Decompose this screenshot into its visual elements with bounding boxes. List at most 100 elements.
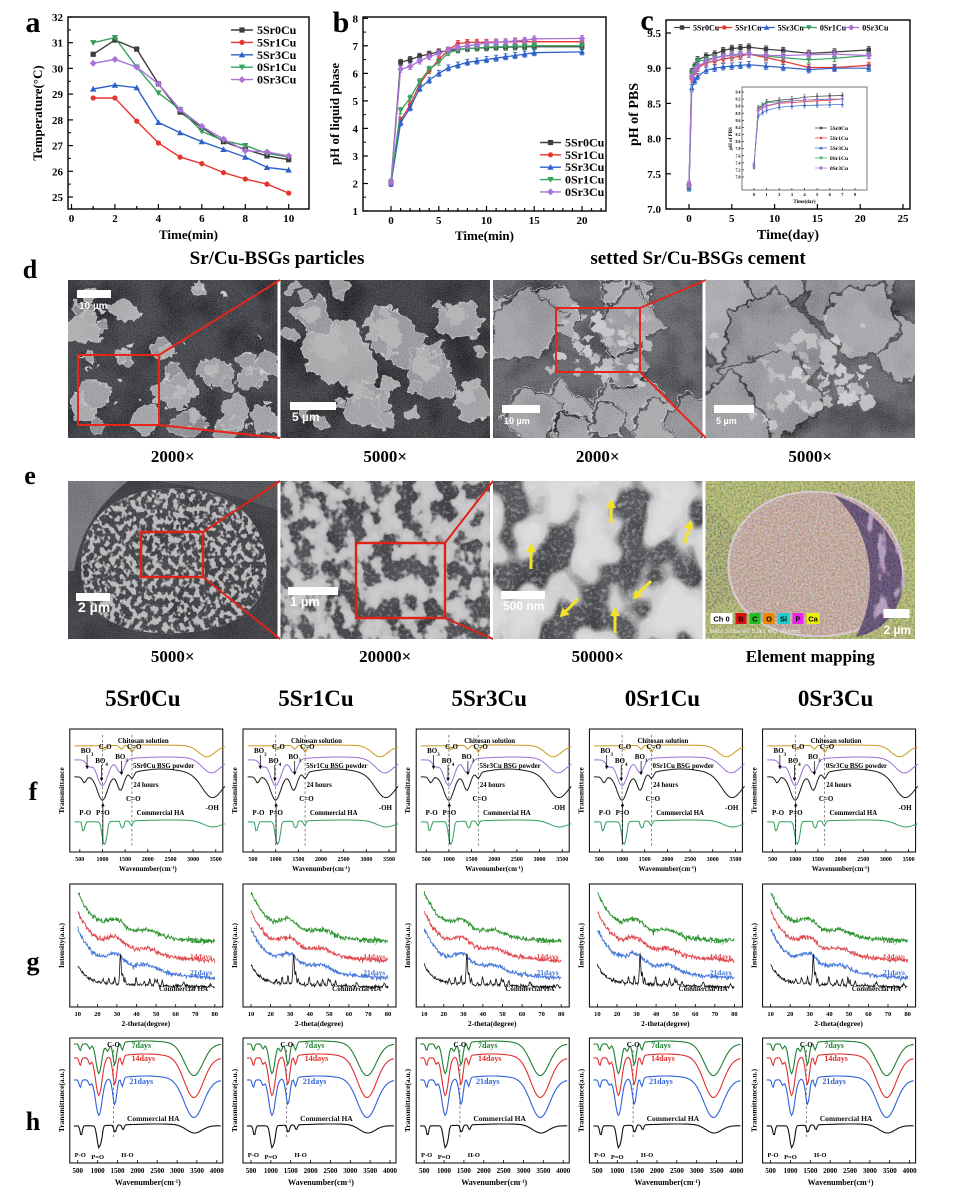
- svg-text:0Sr1Cu: 0Sr1Cu: [830, 156, 848, 162]
- svg-text:1: 1: [766, 192, 769, 197]
- svg-text:8.5: 8.5: [647, 98, 661, 110]
- svg-text:7.0: 7.0: [736, 175, 741, 180]
- svg-text:80: 80: [558, 1011, 565, 1018]
- svg-text:3500: 3500: [210, 857, 222, 863]
- svg-text:Wavenumber(cm-1): Wavenumber(cm-1): [115, 1178, 181, 1187]
- svg-text:3000: 3000: [187, 857, 199, 863]
- svg-text:50: 50: [153, 1011, 160, 1018]
- svg-text:3000: 3000: [170, 1167, 185, 1175]
- svg-text:5Sr3Cu: 5Sr3Cu: [451, 686, 527, 711]
- svg-text:7days: 7days: [710, 936, 728, 945]
- svg-text:21days: 21days: [190, 968, 212, 977]
- svg-text:0Sr3Cu: 0Sr3Cu: [862, 24, 889, 33]
- svg-text:Ca: Ca: [808, 615, 818, 624]
- svg-text:BO3: BO3: [115, 753, 128, 764]
- svg-text:32: 32: [52, 12, 64, 24]
- svg-text:7.2: 7.2: [736, 167, 741, 172]
- svg-text:9.0: 9.0: [736, 104, 741, 109]
- svg-text:0Sr3Cu: 0Sr3Cu: [830, 166, 848, 172]
- svg-text:BO3: BO3: [288, 753, 301, 764]
- svg-text:5Sr3Cu: 5Sr3Cu: [778, 24, 805, 33]
- svg-text:70: 70: [712, 1011, 719, 1018]
- svg-text:2500: 2500: [338, 857, 350, 863]
- svg-text:5000×: 5000×: [363, 447, 407, 466]
- svg-text:24 hours: 24 hours: [826, 782, 851, 789]
- svg-text:1000: 1000: [91, 1167, 106, 1175]
- svg-text:3500: 3500: [710, 1167, 725, 1175]
- svg-text:30: 30: [287, 1011, 294, 1018]
- svg-text:Commercial HA: Commercial HA: [159, 985, 208, 993]
- svg-text:50: 50: [846, 1011, 853, 1018]
- svg-text:20: 20: [787, 1011, 794, 1018]
- svg-text:1 µm: 1 µm: [290, 594, 320, 609]
- svg-text:0Sr1Cu BSG powder: 0Sr1Cu BSG powder: [653, 763, 714, 770]
- svg-text:20: 20: [94, 1011, 101, 1018]
- svg-text:30: 30: [114, 1011, 121, 1018]
- svg-text:3000: 3000: [516, 1167, 531, 1175]
- svg-text:2500: 2500: [164, 857, 176, 863]
- svg-text:2: 2: [778, 192, 781, 197]
- svg-text:Commercial HA: Commercial HA: [300, 1114, 353, 1123]
- svg-text:500: 500: [768, 857, 777, 863]
- svg-text:8.6: 8.6: [736, 118, 741, 123]
- svg-text:Wavenumber(cm-1): Wavenumber(cm-1): [461, 1178, 527, 1187]
- svg-text:Commercial HA: Commercial HA: [127, 1114, 180, 1123]
- svg-text:2000×: 2000×: [151, 447, 195, 466]
- svg-text:P-O: P-O: [252, 809, 265, 817]
- svg-text:P-O: P-O: [421, 1152, 432, 1159]
- svg-text:1500: 1500: [466, 857, 478, 863]
- svg-text:P-O: P-O: [772, 809, 785, 817]
- svg-text:-OH: -OH: [552, 804, 566, 812]
- svg-text:1500: 1500: [639, 857, 651, 863]
- svg-text:5Sr1Cu: 5Sr1Cu: [257, 35, 297, 49]
- svg-text:10: 10: [421, 1011, 428, 1018]
- svg-text:2000: 2000: [823, 1167, 838, 1175]
- svg-text:0Sr3Cu: 0Sr3Cu: [565, 185, 605, 199]
- svg-text:Wavenumber(cm-1): Wavenumber(cm-1): [465, 865, 523, 874]
- svg-text:Wavenumber(cm-1): Wavenumber(cm-1): [119, 865, 177, 874]
- svg-text:e: e: [24, 461, 36, 490]
- svg-text:20: 20: [614, 1011, 621, 1018]
- svg-text:Time(day): Time(day): [757, 228, 819, 243]
- svg-text:C-O: C-O: [107, 1041, 120, 1049]
- svg-text:2-theta(degree): 2-theta(degree): [641, 1019, 690, 1028]
- svg-text:3500: 3500: [536, 1167, 551, 1175]
- svg-text:7days: 7days: [536, 936, 554, 945]
- svg-text:1000: 1000: [437, 1167, 452, 1175]
- svg-text:8: 8: [854, 192, 857, 197]
- svg-text:7: 7: [841, 192, 844, 197]
- svg-text:7days: 7days: [132, 1041, 152, 1050]
- svg-text:20: 20: [267, 1011, 274, 1018]
- svg-text:Transmittance: Transmittance: [230, 767, 239, 814]
- svg-text:7.0: 7.0: [647, 204, 661, 216]
- svg-text:Chitosan solution: Chitosan solution: [811, 738, 862, 745]
- svg-text:5000×: 5000×: [788, 447, 832, 466]
- svg-text:0: 0: [388, 215, 394, 227]
- svg-text:7.5: 7.5: [647, 169, 661, 181]
- svg-text:2000: 2000: [304, 1167, 319, 1175]
- svg-text:Transmittance(a.u.): Transmittance(a.u.): [576, 1068, 585, 1132]
- svg-text:3000: 3000: [343, 1167, 358, 1175]
- svg-text:2000: 2000: [142, 857, 154, 863]
- svg-text:5: 5: [353, 96, 359, 108]
- svg-text:60: 60: [692, 1011, 699, 1018]
- svg-text:2500: 2500: [150, 1167, 165, 1175]
- svg-text:P=O: P=O: [264, 1154, 277, 1161]
- svg-text:20: 20: [441, 1011, 448, 1018]
- svg-text:0Sr1Cu: 0Sr1Cu: [625, 686, 701, 711]
- svg-text:0Sr3Cu: 0Sr3Cu: [257, 73, 297, 87]
- svg-text:0: 0: [686, 213, 692, 225]
- svg-text:Commercial HA: Commercial HA: [137, 810, 185, 817]
- svg-text:3: 3: [791, 192, 794, 197]
- svg-text:30: 30: [806, 1011, 813, 1018]
- svg-text:BO3: BO3: [81, 747, 94, 758]
- svg-text:24 hours: 24 hours: [307, 782, 332, 789]
- svg-text:Time(day): Time(day): [793, 200, 815, 205]
- svg-text:9.4: 9.4: [736, 90, 741, 95]
- svg-text:7days: 7days: [363, 936, 381, 945]
- svg-text:500 nm: 500 nm: [503, 599, 544, 613]
- svg-text:4: 4: [156, 213, 162, 225]
- svg-text:9.5: 9.5: [647, 28, 661, 40]
- svg-text:4000: 4000: [210, 1167, 225, 1175]
- svg-text:MAG: 5000x HV: 5.0kV WD: 10.: MAG: 5000x HV: 5.0kV WD: 10.4mm: [710, 629, 801, 635]
